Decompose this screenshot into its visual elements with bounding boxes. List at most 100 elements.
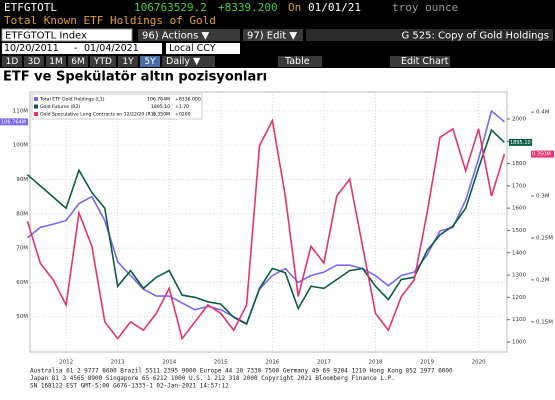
period-button[interactable] (24, 56, 44, 67)
security[interactable]: ETFGTOTL Index (5, 31, 87, 42)
y2-tick-label: 1500 (512, 228, 526, 234)
x-tick-label: 2018 (369, 360, 383, 366)
currency[interactable]: Local CCY (169, 43, 216, 54)
unit: troy ounce (392, 1, 458, 14)
y3-tick-label: 0.3M (536, 194, 550, 200)
y-tick-label: 50M (16, 314, 28, 320)
legend-swatch (34, 112, 38, 116)
y2-tick-label: 1000 (512, 339, 526, 345)
y3-tick-label: 0.15M (536, 319, 553, 325)
y3-tick-label: 0.2M (536, 277, 550, 283)
last-value-label: 0.350M (532, 152, 551, 158)
x-tick-label: 2013 (111, 360, 125, 366)
ticker: ETFGTOTL (4, 1, 57, 14)
frequency-box[interactable] (163, 56, 215, 67)
y-tick-label: 80M (16, 211, 28, 217)
table[interactable]: Table (284, 56, 310, 67)
legend-value: 106.764M (147, 97, 170, 103)
legend-value: 0.350M (153, 112, 170, 118)
price: 106763529.2 (134, 1, 207, 14)
y-tick-label: 90M (16, 177, 28, 183)
y2-tick-label: 1800 (512, 161, 526, 167)
change: +8339.200 (218, 1, 278, 14)
footer-line: Australia 61 2 9777 8600 Brazil 5511 239… (30, 368, 453, 375)
period-button[interactable] (140, 56, 160, 67)
series-line (26, 117, 506, 341)
legend-change: +1.70 (175, 104, 189, 110)
x-tick-label: 2012 (59, 360, 73, 366)
edit-chart-button[interactable] (390, 56, 450, 67)
period-button[interactable] (90, 56, 116, 67)
x-tick-label: 2019 (420, 360, 434, 366)
chart-title: ETF ve Spekülatör altın pozisyonları (3, 70, 267, 85)
edit[interactable]: 97) Edit ▼ (247, 31, 297, 42)
series-line (26, 109, 505, 325)
period-label[interactable]: YTD (93, 57, 112, 67)
legend-box (31, 93, 203, 120)
x-tick-label: 2017 (317, 360, 331, 366)
y2-tick-label: 1400 (512, 250, 526, 256)
table-button[interactable] (278, 56, 322, 67)
y3-tick-label: 0.25M (536, 235, 553, 241)
last-value-label: 106.764M (1, 119, 26, 125)
actions-button[interactable] (138, 29, 240, 41)
chart-name-box (306, 29, 553, 41)
legend-swatch (34, 97, 38, 101)
period-label[interactable]: 1M (49, 57, 63, 67)
actions[interactable]: 96) Actions ▼ (142, 31, 210, 42)
edit-chart[interactable]: Edit Chart (401, 56, 449, 67)
y2-tick-label: 1600 (512, 206, 526, 212)
legend-change: +0260 (175, 112, 191, 118)
period-label[interactable]: 5Y (144, 57, 156, 67)
last-value-label: 1895.10 (510, 140, 531, 146)
last-value-tag (509, 138, 532, 146)
y2-tick-label: 1200 (512, 295, 526, 301)
legend-value: 1895.10 (151, 104, 170, 110)
description: Total Known ETF Holdings of Gold (4, 14, 216, 27)
date-prefix: On (288, 1, 301, 14)
period-button[interactable] (68, 56, 88, 67)
x-tick-label: 2014 (162, 360, 176, 366)
y-tick-label: 70M (16, 246, 28, 252)
last-value-tag (0, 118, 28, 126)
period-label[interactable]: 1D (6, 57, 19, 67)
currency-box[interactable] (166, 43, 240, 54)
y-tick-label: 60M (16, 280, 28, 286)
x-tick-label: 2015 (214, 360, 228, 366)
date: 01/01/21 (308, 1, 361, 14)
date-separator: - (74, 43, 77, 54)
chart-name: G 525: Copy of Gold Holdings (401, 31, 549, 42)
legend-name: Total ETF Gold Holdings (L1) (39, 97, 105, 103)
plot-area (29, 91, 508, 353)
end-date[interactable]: 01/04/2021 (84, 43, 139, 54)
legend-change: +8336.000 (175, 97, 201, 103)
security-box[interactable] (1, 28, 133, 42)
y-tick-label: 110M (13, 108, 28, 114)
period-label[interactable]: 6M (71, 57, 85, 67)
series-line (26, 128, 505, 326)
date-box[interactable] (2, 43, 162, 54)
x-tick-label: 2016 (265, 360, 279, 366)
period-label[interactable]: 1Y (122, 57, 134, 67)
y2-tick-label: 2000 (512, 116, 526, 122)
legend-name: Gold Speculative Long Contracts on 12/22… (40, 112, 156, 118)
period-button[interactable] (46, 56, 66, 67)
period-button[interactable] (118, 56, 138, 67)
start-date[interactable]: 10/20/2011 (4, 43, 59, 54)
y2-tick-label: 1700 (512, 183, 526, 189)
footer-line: SN 168122 EST GMT-5:00 G676-1333-1 02-Ja… (30, 383, 229, 390)
edit-button[interactable] (243, 29, 303, 41)
x-tick-label: 2020 (472, 360, 486, 366)
frequency[interactable]: Daily ▼ (166, 56, 201, 67)
legend-swatch (34, 104, 38, 109)
footer-line: Japan 81 3 4565 8900 Singapore 65 6212 1… (30, 375, 395, 382)
y3-tick-label: 0.4M (536, 110, 550, 116)
last-value-tag (531, 150, 554, 158)
period-label[interactable]: 3D (28, 57, 41, 67)
period-button[interactable] (2, 56, 22, 67)
y2-tick-label: 1300 (512, 273, 526, 279)
legend-name: Gold Futures (R2) (40, 104, 80, 110)
y-tick-label: 100M (13, 143, 28, 149)
